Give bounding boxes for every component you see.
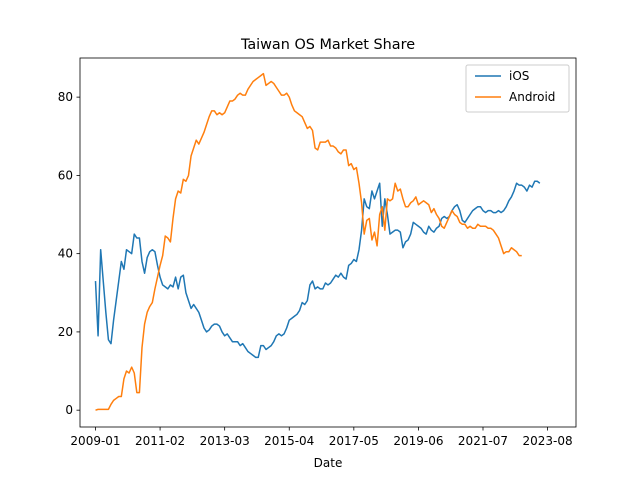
y-tick-label: 60 xyxy=(58,168,73,182)
x-tick-label: 2023-08 xyxy=(523,434,573,448)
legend-label-android: Android xyxy=(509,90,555,104)
plot-frame xyxy=(79,57,577,428)
x-tick-label: 2013-03 xyxy=(200,434,250,448)
x-tick-label: 2011-02 xyxy=(135,434,185,448)
series-layer xyxy=(94,72,541,411)
x-tick-label: 2021-07 xyxy=(458,434,508,448)
series-line-ios xyxy=(94,180,541,359)
y-tick-label: 80 xyxy=(58,90,73,104)
legend: iOS Android xyxy=(465,64,570,113)
x-tick-label: 2019-06 xyxy=(393,434,443,448)
x-tick-label: 2015-04 xyxy=(264,434,314,448)
x-tick-label: 2009-01 xyxy=(70,434,120,448)
plot-area xyxy=(79,57,577,428)
y-tick-label: 0 xyxy=(65,403,73,417)
y-tick-label: 40 xyxy=(58,247,73,261)
chart-title: Taiwan OS Market Share xyxy=(240,37,415,53)
x-axis-label: Date xyxy=(314,456,343,470)
y-tick-label: 20 xyxy=(58,325,73,339)
x-axis: 2009-01 2011-02 2013-03 2015-04 2017-05 2019-… xyxy=(70,427,573,448)
y-axis: 0 20 40 60 80 xyxy=(58,90,80,417)
legend-label-ios: iOS xyxy=(509,69,529,83)
x-tick-label: 2017-05 xyxy=(329,434,379,448)
series-line-android xyxy=(95,72,522,411)
